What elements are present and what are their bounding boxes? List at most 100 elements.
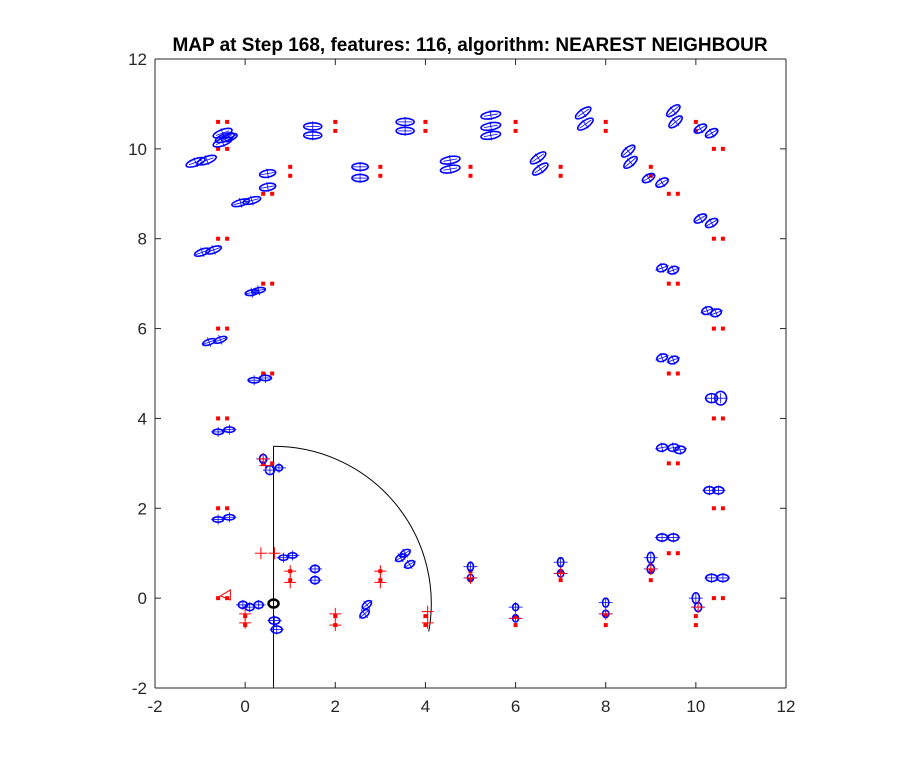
landmark-estimate xyxy=(358,608,371,619)
landmark-marker xyxy=(558,578,563,583)
landmark-marker xyxy=(666,551,671,556)
landmark-marker xyxy=(711,416,716,421)
landmark-marker xyxy=(270,191,275,196)
landmark-estimate xyxy=(222,512,237,523)
estimate-cross-v xyxy=(489,110,493,121)
estimate-cross-v xyxy=(582,119,589,129)
landmark-marker xyxy=(513,623,518,628)
landmark-estimate xyxy=(220,132,238,143)
landmark-marker xyxy=(720,236,725,241)
estimate-cross-v xyxy=(645,173,652,183)
plot-area xyxy=(185,103,730,688)
landmark-estimate xyxy=(709,308,723,318)
landmark-marker xyxy=(288,164,293,169)
x-tick-label: -2 xyxy=(147,697,162,716)
landmark-marker xyxy=(648,173,653,178)
landmark-marker xyxy=(216,596,221,601)
landmark-marker xyxy=(720,146,725,151)
estimate-cross-v xyxy=(714,308,719,318)
landmark-estimate xyxy=(480,121,502,132)
landmark-estimate xyxy=(665,103,681,118)
estimate-cross-v xyxy=(193,157,198,168)
estimate-cross-v xyxy=(678,444,682,455)
landmark-marker xyxy=(711,146,716,151)
landmark-estimate xyxy=(285,550,300,561)
landmark-estimate xyxy=(666,355,681,365)
y-tick-label: 6 xyxy=(138,320,147,339)
landmark-estimate xyxy=(655,352,669,363)
x-tick-label: 4 xyxy=(421,697,430,716)
landmark-estimate xyxy=(251,599,266,610)
landmark-estimate xyxy=(666,265,681,275)
y-tick-label: 0 xyxy=(138,589,147,608)
landmark-marker xyxy=(216,326,221,331)
landmark-estimate xyxy=(211,426,226,437)
landmark-estimate xyxy=(480,130,502,141)
landmark-estimate xyxy=(655,263,669,273)
estimate-cross-v xyxy=(206,337,212,347)
landmark-marker xyxy=(675,191,680,196)
landmark-marker xyxy=(513,128,518,133)
landmark-estimate xyxy=(302,130,323,141)
landmark-marker xyxy=(225,326,230,331)
landmark-marker xyxy=(225,236,230,241)
landmark-marker xyxy=(423,623,428,628)
landmark-estimate xyxy=(222,424,237,435)
estimate-cross-v xyxy=(489,121,493,132)
y-tick-label: -2 xyxy=(132,679,147,698)
landmark-marker xyxy=(225,119,230,124)
landmark-marker xyxy=(603,623,608,628)
y-tick-label: 8 xyxy=(138,230,147,249)
landmark-estimate xyxy=(247,375,262,386)
landmark-marker xyxy=(720,506,725,511)
landmark-marker xyxy=(216,236,221,241)
landmark-marker xyxy=(378,173,383,178)
landmark-estimate xyxy=(529,151,547,165)
estimate-cross-v xyxy=(534,153,542,163)
landmark-marker xyxy=(675,281,680,286)
estimate-cross-v xyxy=(672,117,680,126)
estimate-cross-v xyxy=(626,158,635,167)
landmark-marker xyxy=(216,506,221,511)
landmark-marker xyxy=(675,461,680,466)
landmark-estimate xyxy=(308,563,323,574)
estimate-cross-v xyxy=(266,168,269,179)
axes: -2 0 2 4 6 8 10 12 -2 0 2 4 6 8 10 12 xyxy=(128,50,795,716)
landmark-marker xyxy=(711,506,716,511)
x-tick-label: 12 xyxy=(777,697,796,716)
landmark-estimate xyxy=(655,442,670,453)
landmark-estimate xyxy=(205,245,223,255)
landmark-estimate xyxy=(185,156,206,168)
landmark-estimate xyxy=(508,602,523,613)
estimate-cross-v xyxy=(448,155,452,166)
landmark-marker xyxy=(693,614,698,619)
landmark-estimate xyxy=(398,548,412,558)
landmark-estimate xyxy=(403,559,416,570)
estimate-cross-v xyxy=(708,128,715,138)
landmark-estimate xyxy=(395,116,415,127)
landmark-estimate xyxy=(655,177,669,188)
estimate-cross-v xyxy=(250,195,254,206)
landmark-marker xyxy=(693,119,698,124)
landmark-estimate xyxy=(193,247,211,258)
landmark-marker xyxy=(720,326,725,331)
landmark-marker xyxy=(711,326,716,331)
landmark-marker xyxy=(666,281,671,286)
estimate-cross-v xyxy=(218,334,223,345)
landmark-marker xyxy=(225,506,230,511)
landmark-estimate xyxy=(574,106,592,120)
sensor-range-arc xyxy=(273,445,432,632)
estimate-cross-v xyxy=(579,108,587,118)
landmark-estimate xyxy=(302,121,323,132)
y-tick-label: 12 xyxy=(128,50,147,69)
landmark-estimate xyxy=(598,597,613,608)
landmark-marker xyxy=(261,371,266,376)
landmark-estimate xyxy=(480,110,502,121)
landmark-estimate xyxy=(258,182,277,193)
landmark-marker xyxy=(558,173,563,178)
landmark-estimate xyxy=(351,173,369,184)
landmark-estimate xyxy=(620,144,636,158)
landmark-marker xyxy=(720,596,725,601)
landmark-marker xyxy=(333,128,338,133)
